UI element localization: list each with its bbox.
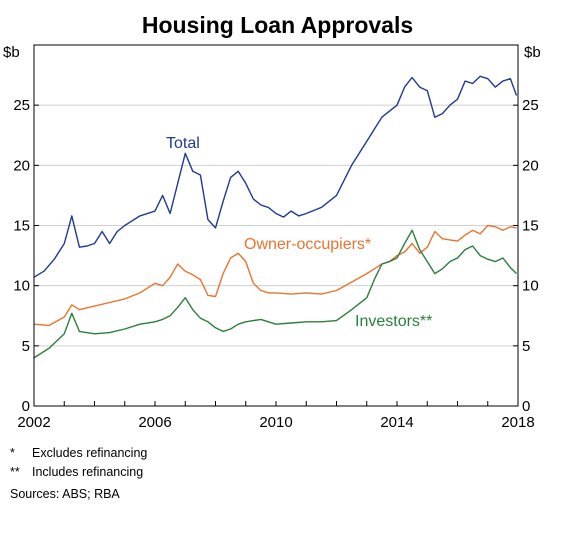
y-tick-label-left: 20 xyxy=(13,157,30,174)
y-tick-label-right: 5 xyxy=(522,338,530,355)
series-line-2 xyxy=(33,229,517,359)
series-line-0 xyxy=(33,75,518,278)
axis-ticks xyxy=(33,104,519,407)
y-tick-label-right: 10 xyxy=(522,278,539,295)
x-tick-label: 2010 xyxy=(259,414,292,431)
x-tick-label: 2002 xyxy=(17,414,50,431)
y-axis-unit-left: $b xyxy=(3,44,20,61)
footnote: ** Includes refinancing xyxy=(10,463,147,482)
chart-notes: * Excludes refinancing ** Includes refinan… xyxy=(10,444,147,504)
footnote-mark: ** xyxy=(10,465,20,479)
footnote-text: Excludes refinancing xyxy=(32,446,148,460)
x-tick-label: 2006 xyxy=(138,414,171,431)
gridlines xyxy=(34,104,518,347)
footnote-text: Includes refinancing xyxy=(32,465,144,479)
series-line-1 xyxy=(33,224,517,327)
y-tick-label-right: 15 xyxy=(522,218,539,235)
x-tick-label: 2018 xyxy=(501,414,534,431)
chart-title: Housing Loan Approvals xyxy=(141,12,414,38)
series-label-owner-occupiers: Owner-occupiers* xyxy=(244,236,371,253)
footnote-mark: * xyxy=(10,446,15,460)
y-tick-label-right: 0 xyxy=(522,398,530,415)
sources-note: Sources: ABS; RBA xyxy=(10,487,120,501)
plot-frame xyxy=(33,44,519,407)
x-tick-label: 2014 xyxy=(380,414,413,431)
y-tick-label-left: 0 xyxy=(22,398,30,415)
y-axis-unit-right: $b xyxy=(524,44,541,61)
tick-labels: 0 0 5 5 10 10 15 15 20 20 25 25 2002 2006 2010 2014 2018 xyxy=(13,97,538,431)
y-tick-label-right: 20 xyxy=(522,157,539,174)
series-lines xyxy=(33,75,518,359)
y-tick-label-left: 25 xyxy=(13,97,30,114)
series-label-total: Total xyxy=(166,135,200,152)
footnote: * Excludes refinancing xyxy=(10,444,147,463)
series-label-investors: Investors** xyxy=(355,313,432,330)
y-tick-label-left: 5 xyxy=(22,338,30,355)
y-tick-label-left: 10 xyxy=(13,278,30,295)
y-tick-label-right: 25 xyxy=(522,97,539,114)
y-tick-label-left: 15 xyxy=(13,218,30,235)
